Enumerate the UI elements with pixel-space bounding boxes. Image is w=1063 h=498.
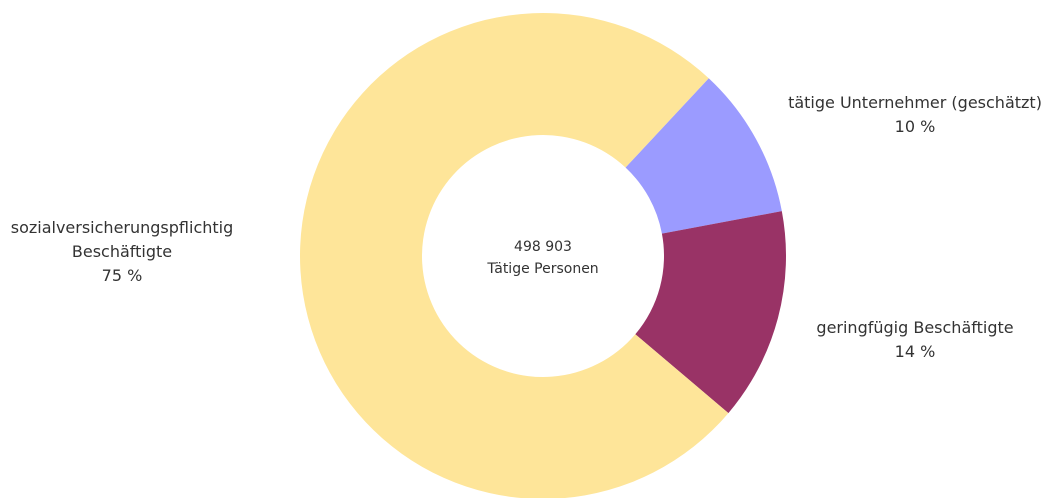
center-label: Tätige Personen	[487, 261, 599, 277]
category-label: sozialversicherungspflichtig Beschäftigt…	[10, 218, 234, 261]
segment-label: tätige Unternehmer (geschätzt) 10 %	[765, 91, 1063, 139]
segment-label: sozialversicherungspflichtig Beschäftigt…	[2, 216, 242, 288]
value-label: 75 %	[101, 266, 143, 285]
donut-segment	[635, 211, 786, 414]
value-label: 14 %	[894, 342, 936, 361]
center-text: 498 903 Tätige Personen	[487, 236, 598, 280]
category-label: tätige Unternehmer (geschätzt)	[788, 93, 1042, 112]
category-label: geringfügig Beschäftigte	[816, 318, 1014, 337]
donut-segment	[300, 13, 729, 498]
center-value: 498 903	[514, 239, 572, 255]
donut-segment	[625, 78, 782, 234]
value-label: 10 %	[894, 117, 936, 136]
segment-label: geringfügig Beschäftigte 14 %	[765, 316, 1063, 364]
